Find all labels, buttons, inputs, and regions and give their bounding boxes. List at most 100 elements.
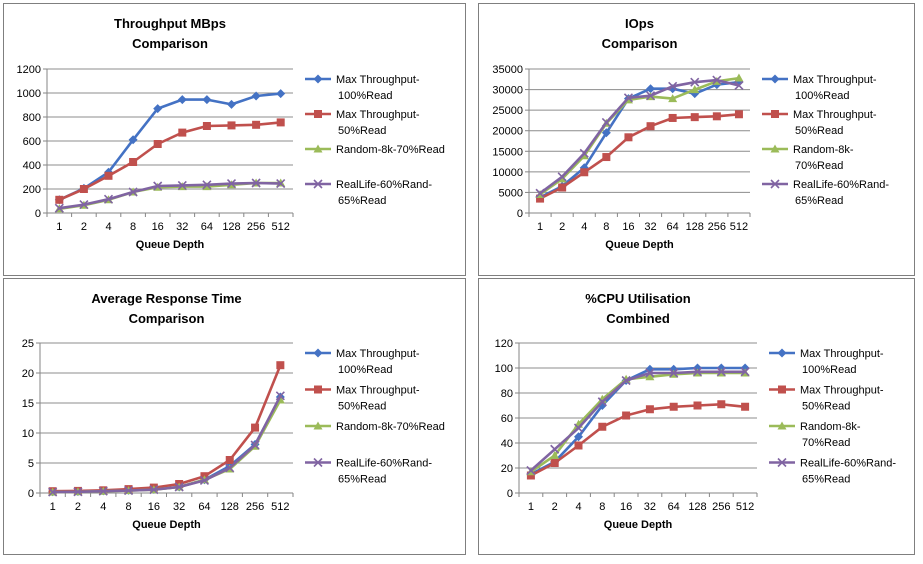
legend-label: Max Throughput- <box>336 385 420 397</box>
marker-x-stroke <box>740 367 750 377</box>
x-tick-label: 256 <box>247 221 265 233</box>
data-point <box>646 122 655 131</box>
marker-x-stroke <box>535 188 545 198</box>
x-tick-label: 8 <box>125 501 131 513</box>
x-tick-label: 1 <box>528 501 534 513</box>
y-tick-label: 35000 <box>492 64 523 76</box>
y-tick-label: 400 <box>23 160 41 172</box>
data-point <box>227 99 236 109</box>
marker-x-stroke <box>251 178 261 188</box>
data-point <box>103 194 114 204</box>
data-point <box>579 148 589 158</box>
data-point <box>104 171 113 180</box>
data-point <box>199 475 210 485</box>
marker-x-stroke <box>225 463 235 473</box>
chart-title: Average Response Time <box>91 291 241 306</box>
marker-x-stroke <box>601 117 611 128</box>
series-2 <box>536 110 743 203</box>
legend-label: Max Throughput- <box>336 348 420 360</box>
x-tick-label: 4 <box>581 221 587 233</box>
series-line <box>58 121 281 201</box>
legend-marker <box>770 179 780 189</box>
y-tick-label: 800 <box>23 112 41 124</box>
legend-label: Max Throughput- <box>793 109 877 121</box>
legend-label: Max Throughput- <box>800 348 884 360</box>
x-tick-label: 1 <box>56 221 62 233</box>
marker-x-stroke <box>734 80 744 91</box>
marker-x-stroke <box>79 200 89 210</box>
x-tick-label: 2 <box>75 501 81 513</box>
data-point <box>601 117 611 128</box>
series-4 <box>48 391 285 497</box>
y-tick-label: 30000 <box>492 85 523 97</box>
data-point <box>690 77 700 87</box>
data-point <box>129 158 138 166</box>
x-tick-label: 128 <box>688 501 706 513</box>
x-tick-label: 16 <box>152 221 164 233</box>
chart-title: IOps <box>625 16 654 31</box>
y-tick-label: 0 <box>28 488 34 500</box>
marker-x-stroke <box>573 423 584 433</box>
data-point <box>153 104 163 114</box>
data-point <box>123 486 134 496</box>
data-point <box>128 187 138 197</box>
data-point <box>669 368 679 378</box>
data-point <box>252 120 261 129</box>
legend-item: Max Throughput- 100%Read <box>769 348 884 376</box>
legend-item: Max Throughput- 100%Read <box>305 348 420 376</box>
x-tick-label: 64 <box>668 501 680 513</box>
marker-x-stroke <box>48 487 58 497</box>
x-tick-label: 4 <box>105 221 111 233</box>
x-axis-title: Queue Depth <box>605 239 674 251</box>
x-tick-label: 8 <box>603 221 609 233</box>
x-tick-label: 128 <box>222 221 240 233</box>
legend-label: 70%Read <box>795 160 843 172</box>
x-tick-label: 2 <box>81 221 87 233</box>
x-tick-label: 2 <box>552 501 558 513</box>
series-line <box>539 80 740 199</box>
data-point <box>178 128 187 137</box>
marker-x-stroke <box>103 194 114 204</box>
legend-label: Random-8k-70%Read <box>336 421 445 433</box>
chart-frame <box>3 278 466 555</box>
data-point <box>225 456 234 464</box>
marker-x-stroke <box>557 172 567 182</box>
marker-x-stroke <box>550 444 560 454</box>
data-point <box>645 91 656 101</box>
x-tick-label: 256 <box>712 501 730 513</box>
marker-x-stroke <box>645 91 656 101</box>
marker-x-stroke <box>98 486 108 496</box>
marker-x-stroke <box>128 187 138 197</box>
x-tick-label: 32 <box>644 501 656 513</box>
marker-x-stroke <box>690 77 700 87</box>
data-point <box>580 168 589 177</box>
chart-title: Comparison <box>602 36 678 51</box>
legend-marker <box>313 457 323 468</box>
data-point <box>646 84 656 94</box>
data-point <box>601 128 611 138</box>
data-point <box>690 85 700 94</box>
x-tick-label: 8 <box>599 501 605 513</box>
y-tick-label: 10 <box>22 428 34 440</box>
legend-label: 100%Read <box>795 90 849 102</box>
chart-frame <box>478 3 915 276</box>
legend-item: Max Throughput- 50%Read <box>305 109 420 137</box>
data-point <box>669 402 678 411</box>
legend-label: 100%Read <box>802 364 856 376</box>
legend-label: 65%Read <box>338 195 386 207</box>
marker-x-stroke <box>668 81 678 91</box>
legend-item: RealLife-60%Rand- 65%Read <box>769 458 896 486</box>
series-line <box>530 402 746 477</box>
data-point <box>668 113 677 122</box>
data-point <box>177 95 187 105</box>
legend-label: 100%Read <box>338 90 392 102</box>
marker-x-stroke <box>692 367 703 377</box>
legend-label: Random-8k-70%Read <box>336 144 445 156</box>
y-tick-label: 10000 <box>492 167 523 179</box>
data-point <box>624 133 633 142</box>
data-point <box>174 482 184 492</box>
legend-label: 50%Read <box>802 401 850 413</box>
x-tick-label: 512 <box>736 501 754 513</box>
y-tick-label: 1200 <box>17 64 41 76</box>
x-tick-label: 16 <box>620 501 632 513</box>
